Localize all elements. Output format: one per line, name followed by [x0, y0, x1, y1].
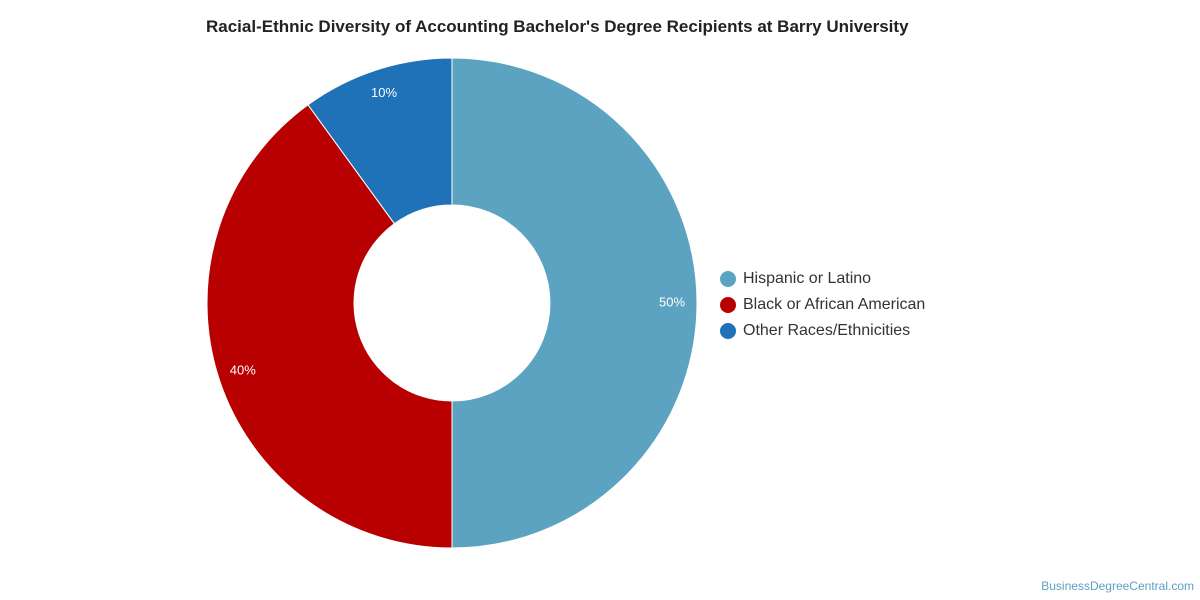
slice-data-label: 40% — [230, 362, 256, 377]
chart-title: Racial-Ethnic Diversity of Accounting Ba… — [206, 17, 909, 36]
legend-item-black[interactable]: Black or African American — [720, 292, 925, 318]
chart-legend: Hispanic or Latino Black or African Amer… — [720, 266, 925, 344]
slice-hispanic-or-latino[interactable] — [451, 57, 698, 549]
legend-swatch-icon — [720, 323, 736, 339]
legend-label: Hispanic or Latino — [743, 270, 872, 287]
legend-swatch-icon — [720, 271, 736, 287]
slice-black-or-african-american[interactable] — [206, 104, 453, 549]
legend-item-hispanic[interactable]: Hispanic or Latino — [720, 266, 925, 292]
legend-label: Other Races/Ethnicities — [743, 322, 911, 339]
slice-data-label: 50% — [659, 294, 685, 309]
slice-other-races-ethnicities[interactable] — [307, 57, 453, 225]
slice-data-label: 10% — [371, 85, 397, 100]
legend-item-other[interactable]: Other Races/Ethnicities — [720, 318, 925, 344]
legend-swatch-icon — [720, 297, 736, 313]
legend-label: Black or African American — [743, 296, 926, 313]
watermark-link[interactable]: BusinessDegreeCentral.com — [1041, 579, 1194, 593]
